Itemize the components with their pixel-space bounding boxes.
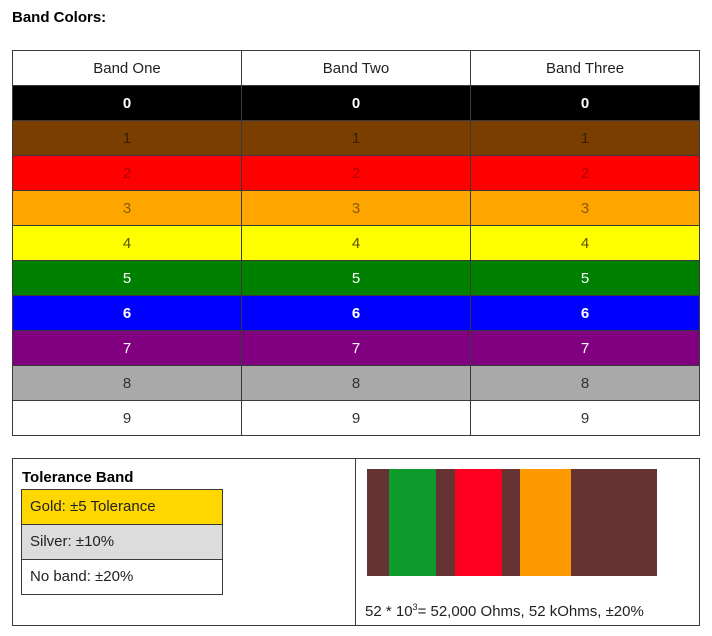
band-one-cell: 8: [12, 365, 242, 401]
resistor-band-three: [520, 469, 571, 576]
band-three-cell: 1: [470, 120, 700, 156]
band-three-cell: 6: [470, 295, 700, 331]
band-one-cell: 0: [12, 85, 242, 121]
resistor-band-one: [389, 469, 436, 576]
band-three-cell: 8: [470, 365, 700, 401]
band-two-cell: 1: [241, 120, 471, 156]
band-two-cell: 5: [241, 260, 471, 296]
band-two-cell: 8: [241, 365, 471, 401]
band-one-cell: 9: [12, 400, 242, 436]
band-two-cell: 3: [241, 190, 471, 226]
band-two-cell: 2: [241, 155, 471, 191]
band-two-cell: 9: [241, 400, 471, 436]
result-exponent: 3: [412, 602, 418, 612]
band-two-cell: 6: [241, 295, 471, 331]
band-one-cell: 5: [12, 260, 242, 296]
band-three-cell: 3: [470, 190, 700, 226]
band-one-cell: 6: [12, 295, 242, 331]
band-three-cell: 0: [470, 85, 700, 121]
band-three-cell: 5: [470, 260, 700, 296]
tolerance-title: Tolerance Band: [22, 469, 134, 486]
resistance-result: 52 * 103= 52,000 Ohms, 52 kOhms, ±20%: [365, 597, 644, 622]
band-three-cell: 7: [470, 330, 700, 366]
band-two-cell: 0: [241, 85, 471, 121]
band-one-cell: 4: [12, 225, 242, 261]
band-one-cell: 3: [12, 190, 242, 226]
header-band-one: Band One: [12, 50, 242, 86]
band-two-cell: 4: [241, 225, 471, 261]
bottom-panel: Tolerance Band Gold: ±5 Tolerance Silver…: [12, 458, 700, 626]
result-prefix: 52 * 10: [365, 603, 413, 620]
header-band-two: Band Two: [241, 50, 471, 86]
page-heading: Band Colors:: [12, 9, 107, 26]
band-three-cell: 4: [470, 225, 700, 261]
table-header-row: Band One Band Two Band Three: [12, 50, 700, 86]
band-two-cell: 7: [241, 330, 471, 366]
band-one-cell: 2: [12, 155, 242, 191]
band-three-cell: 9: [470, 400, 700, 436]
resistor-illustration: [367, 469, 657, 576]
band-three-cell: 2: [470, 155, 700, 191]
tolerance-gold: Gold: ±5 Tolerance: [22, 490, 222, 525]
header-band-three: Band Three: [470, 50, 700, 86]
resistor-band-two: [455, 469, 502, 576]
tolerance-none: No band: ±20%: [22, 560, 222, 594]
band-one-cell: 7: [12, 330, 242, 366]
result-suffix: = 52,000 Ohms, 52 kOhms, ±20%: [417, 603, 644, 620]
band-one-cell: 1: [12, 120, 242, 156]
tolerance-silver: Silver: ±10%: [22, 525, 222, 560]
tolerance-list: Gold: ±5 Tolerance Silver: ±10% No band:…: [21, 489, 223, 595]
panel-divider: [355, 459, 356, 625]
